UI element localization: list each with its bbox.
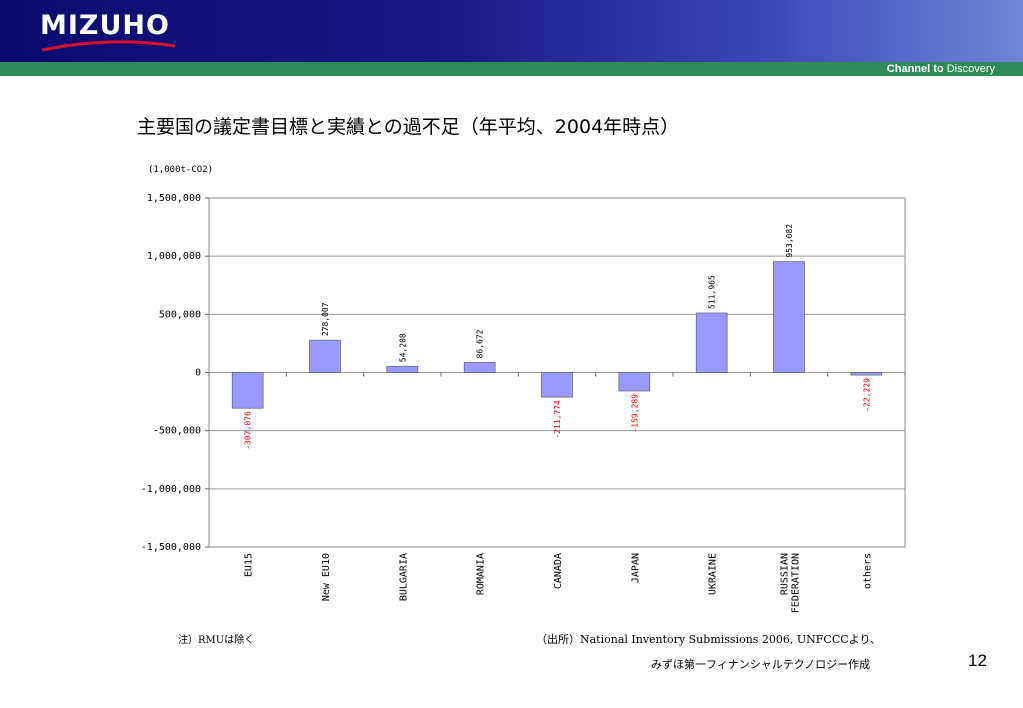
value-labels: -307,076 278,007 54,208 86,672 -211,774 -159,… [244, 224, 872, 450]
tagline-light: Discovery [946, 63, 995, 75]
y-tick-label: 0 [195, 368, 201, 379]
x-tick-label: RUSSIAN [780, 553, 791, 595]
bar [463, 362, 496, 373]
source-line-2: みずほ第一フィナンシャルテクノロジー作成 [651, 658, 871, 671]
data-label: 511,965 [708, 275, 717, 309]
bar [309, 339, 341, 373]
tagline: Channel to Discovery [887, 62, 995, 76]
data-label: -211,774 [553, 400, 562, 439]
data-label: 86,672 [476, 329, 485, 358]
data-label: -22,229 [862, 378, 871, 412]
bars [231, 261, 883, 409]
mizuho-logo: MIZUHO [40, 10, 170, 41]
x-tick-label: JAPAN [630, 553, 641, 583]
footnote: 注）RMUは除く [178, 635, 255, 646]
x-tick-label: UKRAINE [708, 553, 719, 595]
logo-swoosh-icon [41, 40, 176, 52]
data-label: 278,007 [321, 302, 330, 336]
data-label: -159,289 [630, 394, 639, 433]
slide-title: 主要国の議定書目標と実績との過不足（年平均、2004年時点） [137, 116, 680, 138]
data-label: -307,076 [244, 411, 253, 450]
bar [773, 261, 805, 373]
y-tick-label: 1,500,000 [147, 193, 201, 204]
bar [386, 365, 419, 373]
source-line-1: （出所）National Inventory Submissions 2006,… [536, 633, 882, 646]
x-tick-label: FEDERATION [791, 553, 802, 613]
x-tick-label: ROMANIA [476, 553, 487, 595]
bar [231, 372, 264, 409]
x-tick-label: EU15 [244, 553, 255, 577]
y-tick-label: 1,000,000 [147, 251, 201, 262]
y-tick-label: -1,000,000 [141, 484, 201, 495]
category-labels: EU15 New EU10 BULGARIA ROMANIA CANADA JAPAN UK… [244, 553, 874, 613]
bar [618, 372, 651, 392]
y-tick-label: -1,500,000 [141, 542, 201, 553]
y-axis: 1,500,000 1,000,000 500,000 0 -500,000 -1,000… [141, 193, 906, 553]
data-label: 953,082 [785, 224, 794, 258]
unit-label: (1,000t-CO2) [148, 165, 213, 175]
x-tick-label: others [862, 553, 873, 589]
bar [850, 372, 883, 376]
data-label: 54,208 [398, 333, 407, 362]
bar [541, 372, 573, 398]
y-tick-label: 500,000 [159, 309, 201, 320]
y-tick-label: -500,000 [153, 426, 201, 437]
x-tick-label: CANADA [553, 553, 564, 589]
bar [695, 312, 728, 373]
x-tick-label: BULGARIA [398, 553, 409, 601]
tagline-bold: Channel to [886, 63, 944, 75]
page-number: 12 [968, 651, 987, 670]
header-band [0, 0, 1023, 62]
x-tick-label: New EU10 [321, 553, 332, 601]
header-green-band [0, 62, 1023, 76]
